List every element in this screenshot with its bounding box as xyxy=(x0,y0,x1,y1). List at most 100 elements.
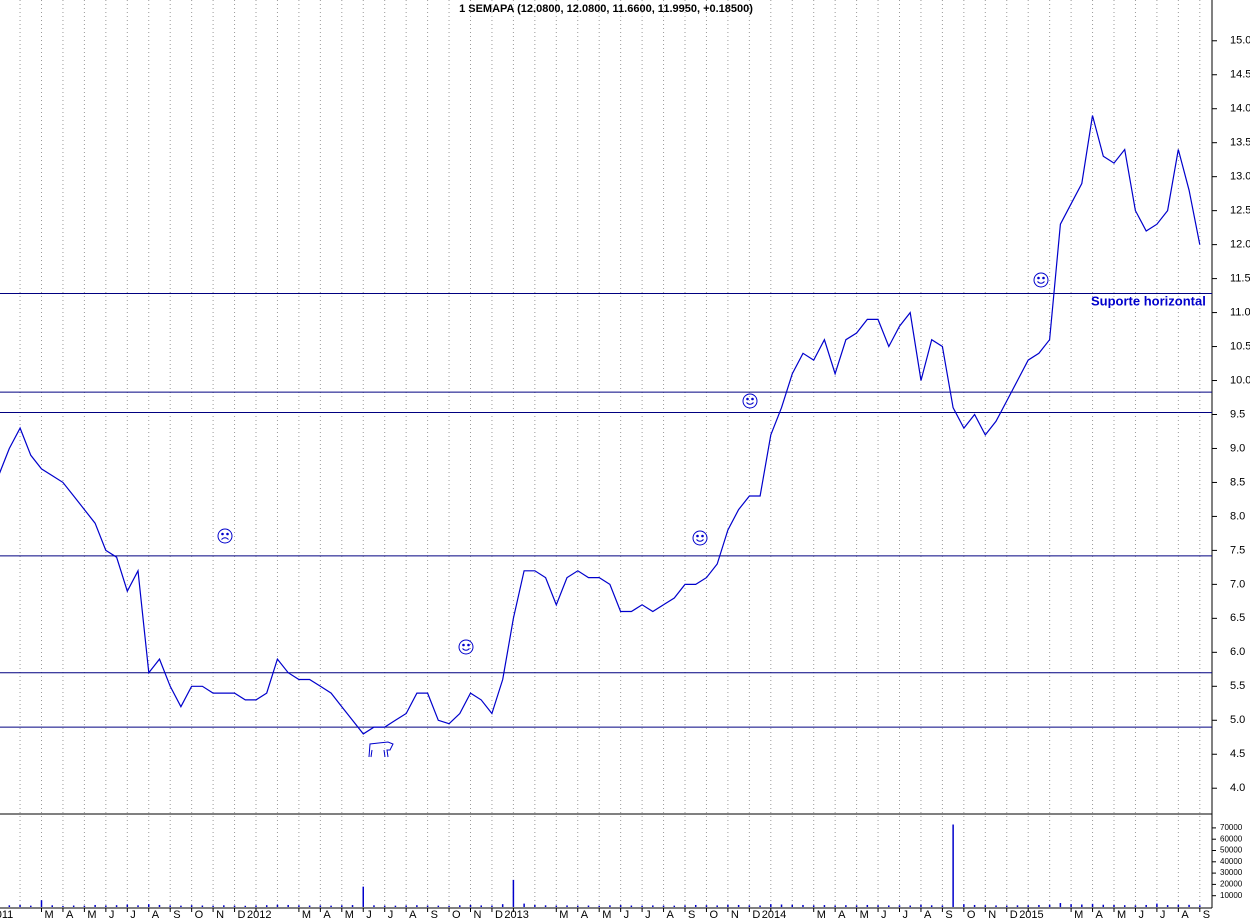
volume-bar xyxy=(598,905,600,907)
y-tick-label: 9.0 xyxy=(1230,442,1245,454)
volume-bar xyxy=(169,905,171,907)
volume-bar xyxy=(212,905,214,907)
volume-bar xyxy=(619,905,622,907)
x-tick-label: O xyxy=(709,909,718,921)
volume-bar xyxy=(83,905,86,907)
volume-bar xyxy=(94,904,96,907)
x-tick-label: M xyxy=(817,909,826,921)
volume-bar xyxy=(694,904,697,907)
x-tick-label: A xyxy=(66,909,74,921)
x-tick-label: A xyxy=(667,909,675,921)
volume-bar xyxy=(341,905,343,907)
volume-bar xyxy=(566,905,568,907)
y-tick-label: 13.5 xyxy=(1230,137,1250,149)
x-tick-label: 2015 xyxy=(1019,909,1043,921)
volume-bar xyxy=(855,905,858,907)
volume-bar xyxy=(351,905,354,907)
y-tick-label: 15.0 xyxy=(1230,35,1250,47)
volume-tick-label: 20000 xyxy=(1220,880,1243,889)
volume-bar xyxy=(501,904,504,907)
volume-bar xyxy=(276,904,279,907)
volume-bar xyxy=(866,904,869,907)
smiley xyxy=(1033,272,1049,288)
y-tick-label: 10.0 xyxy=(1230,374,1250,386)
x-tick-label: A xyxy=(581,909,589,921)
x-tick-label: N xyxy=(988,909,996,921)
x-tick-label: M xyxy=(602,909,611,921)
y-tick-label: 12.0 xyxy=(1230,239,1250,251)
x-tick-label: D xyxy=(1010,909,1018,921)
x-tick-label: S xyxy=(1203,909,1210,921)
volume-bar xyxy=(180,905,182,907)
x-tick-label: D xyxy=(238,909,246,921)
volume-bar xyxy=(1070,904,1072,907)
volume-bar xyxy=(448,905,450,907)
volume-bar xyxy=(1113,904,1115,907)
volume-bar xyxy=(51,905,53,907)
x-tick-label: N xyxy=(216,909,224,921)
x-tick-label: J xyxy=(645,909,651,921)
volume-bar xyxy=(759,905,761,907)
y-tick-label: 4.0 xyxy=(1230,782,1245,794)
volume-bar xyxy=(995,905,997,907)
x-tick-label: O xyxy=(452,909,461,921)
volume-bar xyxy=(770,904,772,907)
volume-bar xyxy=(630,905,633,907)
smileys xyxy=(217,272,1049,758)
volume-bar xyxy=(963,904,965,907)
volume-bar xyxy=(662,905,665,907)
volume-bar xyxy=(491,905,493,907)
bull-icon xyxy=(368,741,394,758)
sad-face xyxy=(217,528,233,544)
volume-bar xyxy=(383,905,386,907)
x-tick-label: J xyxy=(1160,909,1166,921)
volume-bar xyxy=(1134,905,1137,907)
volume-bar xyxy=(115,905,118,907)
volume-bar xyxy=(362,886,364,907)
y-tick-label: 5.5 xyxy=(1230,680,1245,692)
volume-bar xyxy=(1145,904,1147,907)
volume-bar xyxy=(223,905,225,907)
x-tick-label: M xyxy=(860,909,869,921)
volume-bar xyxy=(834,905,836,907)
x-tick-label: D xyxy=(495,909,503,921)
volume-bar xyxy=(373,905,375,907)
volume-bar xyxy=(823,905,826,907)
volume-bar xyxy=(308,905,311,907)
volume-bar xyxy=(845,905,847,907)
x-tick-label: S xyxy=(945,909,952,921)
y-tick-label: 7.0 xyxy=(1230,578,1245,590)
volume-bar xyxy=(802,904,804,907)
volume-bar xyxy=(791,904,793,907)
y-tick-label: 6.5 xyxy=(1230,612,1245,624)
volume-bar xyxy=(684,905,686,907)
volume-bar xyxy=(609,905,611,907)
volume-bar xyxy=(1102,904,1105,907)
volume-bar xyxy=(1091,903,1094,907)
x-tick-label: A xyxy=(152,909,160,921)
volume-bar xyxy=(480,905,482,907)
x-tick-label: N xyxy=(731,909,739,921)
volume-bar xyxy=(426,905,429,907)
volume-tick-label: 10000 xyxy=(1220,891,1243,900)
volume-bar xyxy=(973,904,976,907)
volume-bar xyxy=(416,905,418,907)
volume-bar xyxy=(137,905,139,907)
x-tick-label: D xyxy=(752,909,760,921)
volume-bar xyxy=(587,905,590,907)
y-tick-label: 7.5 xyxy=(1230,544,1245,556)
x-tick-label: M xyxy=(45,909,54,921)
volume-bar xyxy=(727,904,729,907)
x-tick-label: S xyxy=(173,909,180,921)
volume-bar xyxy=(812,905,815,907)
smiley xyxy=(742,393,758,409)
volume-bar xyxy=(920,904,922,907)
volume-bar xyxy=(1199,905,1201,907)
x-tick-label: A xyxy=(1181,909,1189,921)
volume-bar xyxy=(19,904,21,907)
x-tick-label: A xyxy=(323,909,331,921)
volume-tick-label: 40000 xyxy=(1220,857,1243,866)
price-line xyxy=(0,115,1201,735)
x-tick-label: S xyxy=(431,909,438,921)
smiley xyxy=(458,639,474,655)
